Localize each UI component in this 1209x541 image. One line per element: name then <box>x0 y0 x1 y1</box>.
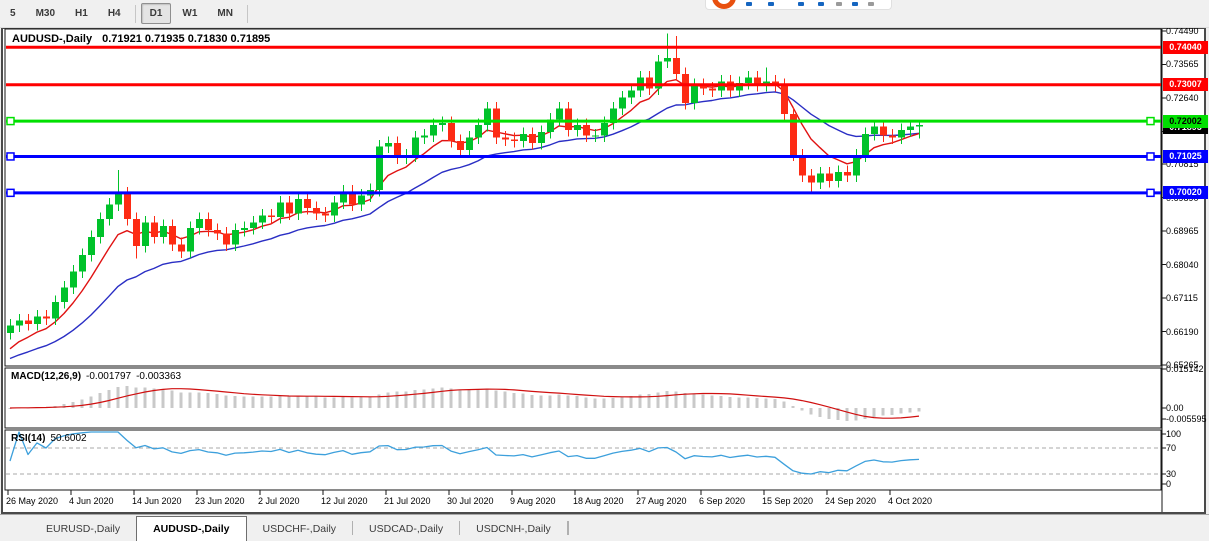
timeframe-button-h1[interactable]: H1 <box>75 8 88 19</box>
date-tick-label: 26 May 2020 <box>6 496 59 506</box>
date-tick-label: 23 Jun 2020 <box>195 496 245 506</box>
price-tick-label: 0.72640 <box>1166 92 1199 103</box>
level-price-badge: 0.72002 <box>1163 114 1208 128</box>
rsi-tick-label: 30 <box>1166 469 1177 479</box>
chart-ohlc-values: 0.71921 0.71935 0.71830 0.71895 <box>102 33 271 45</box>
tab-separator <box>459 521 461 535</box>
date-tick-label: 12 Jul 2020 <box>321 496 368 506</box>
macd-indicator-label: MACD(12,26,9) -0.001797 -0.003363 <box>11 371 181 382</box>
macd-tick-label: 0.00 <box>1166 403 1184 413</box>
watermark-logo <box>705 0 892 10</box>
logo-text-fragment <box>746 2 752 6</box>
macd-signal-value: -0.003363 <box>136 371 182 382</box>
chart-tab-usdcad[interactable]: USDCAD-,Daily <box>369 523 444 535</box>
logo-text-fragment <box>818 2 824 6</box>
logo-text-fragment <box>836 2 842 6</box>
tab-separator <box>566 521 568 535</box>
macd-main-value: -0.001797 <box>86 371 132 382</box>
date-tick-label: 4 Jun 2020 <box>69 496 114 506</box>
logo-text-fragment <box>868 2 874 6</box>
timeframe-buttons: 5 M30 H1 H4 D1 W1 MN <box>0 0 252 27</box>
price-tick-label: 0.73565 <box>1166 59 1199 70</box>
rsi-tick-label: 100 <box>1166 429 1182 439</box>
date-tick-label: 2 Jul 2020 <box>258 496 300 506</box>
price-tick-label: 0.67115 <box>1166 293 1198 304</box>
date-tick-label: 14 Jun 2020 <box>132 496 182 506</box>
logo-text-fragment <box>798 2 804 6</box>
chart-tab-usdcnh[interactable]: USDCNH-,Daily <box>476 523 551 535</box>
date-tick-label: 21 Jul 2020 <box>384 496 431 506</box>
logo-text-fragment <box>852 2 858 6</box>
chart-symbol-label: AUDUSD-,Daily <box>12 33 93 45</box>
price-tick-label: 0.68965 <box>1166 226 1199 237</box>
price-tick-label: 0.65265 <box>1166 360 1199 370</box>
price-tick-label: 0.70815 <box>1166 159 1199 170</box>
price-tick-label: 0.66190 <box>1166 326 1199 337</box>
date-tick-label: 9 Aug 2020 <box>510 496 556 506</box>
rsi-name: RSI(14) <box>11 433 46 444</box>
timeframe-button-d1[interactable]: D1 <box>140 3 172 24</box>
timeframe-button-w1[interactable]: W1 <box>182 8 198 19</box>
timeframe-toolbar: 5 M30 H1 H4 D1 W1 MN <box>0 0 1209 28</box>
toolbar-separator <box>246 4 248 23</box>
chart-tab-usdchf[interactable]: USDCHF-,Daily <box>262 523 337 535</box>
chart-tab-bar: EURUSD-,Daily AUDUSD-,Daily USDCHF-,Daily U… <box>0 514 1209 541</box>
chart-title: AUDUSD-,Daily 0.71921 0.71935 0.71830 0.7… <box>12 33 270 45</box>
date-tick-label: 15 Sep 2020 <box>762 496 814 506</box>
level-price-badge: 0.73007 <box>1163 78 1208 92</box>
rsi-indicator-label: RSI(14) 50.6002 <box>11 433 87 444</box>
timeframe-button-5[interactable]: 5 <box>10 8 16 19</box>
timeframe-button-m30[interactable]: M30 <box>35 8 56 19</box>
rsi-tick-label: 0 <box>1166 479 1172 489</box>
date-tick-label: 30 Jul 2020 <box>447 496 494 506</box>
level-price-badge: 0.71025 <box>1163 149 1208 163</box>
macd-tick-label: 0.015142 <box>1166 364 1204 374</box>
date-tick-label: 4 Oct 2020 <box>888 496 933 506</box>
logo-arc-icon <box>712 0 736 9</box>
rsi-tick-label: 70 <box>1166 443 1177 453</box>
date-tick-label: 24 Sep 2020 <box>825 496 877 506</box>
macd-tick-label: -0.005595 <box>1166 414 1207 424</box>
price-tick-label: 0.74490 <box>1166 26 1199 36</box>
tab-separator <box>352 521 354 535</box>
toolbar-separator <box>134 4 136 23</box>
level-price-badge: 0.74040 <box>1163 40 1208 54</box>
rsi-value: 50.6002 <box>50 433 87 444</box>
date-tick-label: 18 Aug 2020 <box>573 496 624 506</box>
chart-tab-eurusd[interactable]: EURUSD-,Daily <box>46 523 121 535</box>
level-price-badge: 0.70020 <box>1163 186 1208 200</box>
timeframe-button-mn[interactable]: MN <box>217 8 233 19</box>
tab-separator <box>567 521 569 535</box>
logo-text-fragment <box>768 2 774 6</box>
timeframe-button-h4[interactable]: H4 <box>107 8 121 19</box>
chart-plot-area[interactable] <box>5 29 1162 490</box>
macd-name: MACD(12,26,9) <box>11 371 82 382</box>
price-tick-label: 0.68040 <box>1166 259 1199 270</box>
chart-tab-audusd[interactable]: AUDUSD-,Daily <box>136 516 247 541</box>
date-tick-label: 27 Aug 2020 <box>636 496 687 506</box>
date-tick-label: 6 Sep 2020 <box>699 496 746 506</box>
